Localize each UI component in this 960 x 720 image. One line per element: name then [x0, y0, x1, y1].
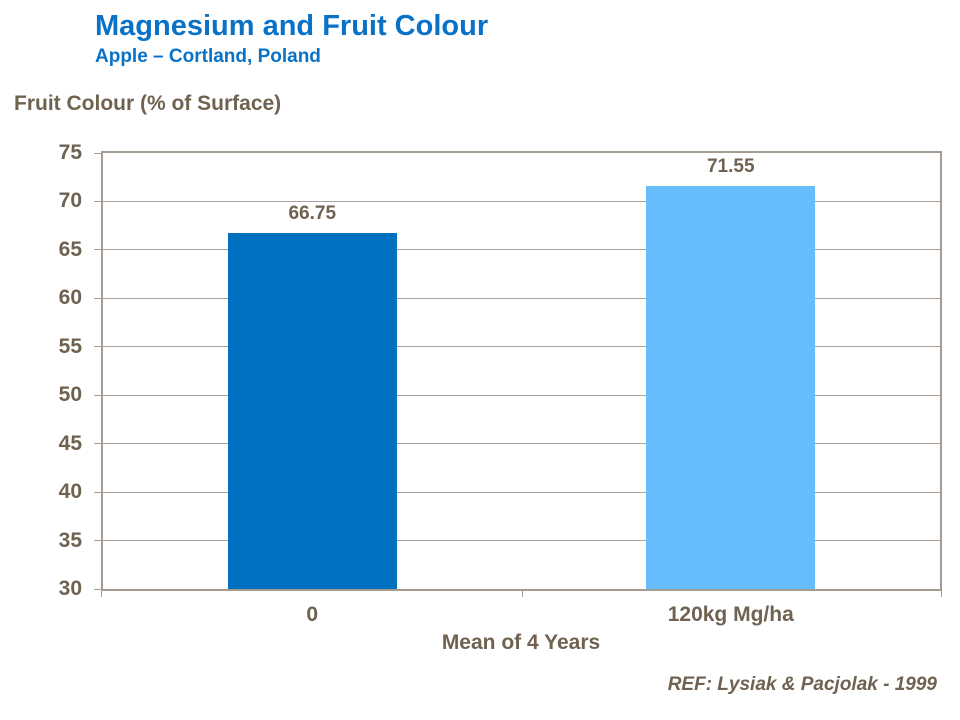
y-tick-label: 50: [58, 383, 82, 407]
y-axis-tick: [94, 588, 101, 590]
y-tick-label: 60: [58, 286, 82, 310]
x-axis-tick: [101, 591, 102, 597]
bar: [227, 232, 397, 589]
y-tick-label: 35: [58, 528, 82, 552]
x-category-label: 0: [306, 603, 319, 626]
y-axis-title: Fruit Colour (% of Surface): [14, 92, 282, 115]
y-axis-tick: [94, 152, 101, 154]
gridline: [103, 200, 940, 202]
y-tick-label: 30: [58, 577, 82, 600]
y-axis-tick: [94, 249, 101, 251]
x-axis-title: Mean of 4 Years: [441, 631, 601, 654]
y-tick-label: 70: [58, 189, 82, 213]
bar: [646, 186, 816, 589]
chart-title: Magnesium and Fruit Colour: [95, 10, 489, 42]
gridline: [103, 346, 940, 348]
gridline: [103, 540, 940, 542]
y-tick-label: 55: [58, 334, 82, 358]
y-axis-tick: [94, 346, 101, 348]
gridline: [103, 491, 940, 493]
y-axis-tick: [94, 540, 101, 542]
bar-value-label: 66.75: [288, 202, 337, 224]
y-tick-label: 75: [58, 141, 82, 164]
gridline: [103, 443, 940, 445]
y-axis-tick: [94, 297, 101, 299]
y-axis-tick: [94, 200, 101, 202]
chart-subtitle: Apple – Cortland, Poland: [95, 46, 321, 67]
gridline: [103, 249, 940, 251]
x-axis-tick: [941, 591, 942, 597]
plot-area: 66.75 71.55: [101, 151, 942, 591]
y-tick-label: 65: [58, 237, 82, 261]
reference-note: REF: Lysiak & Pacjolak - 1999: [667, 674, 937, 695]
gridline: [103, 394, 940, 396]
x-axis-tick: [521, 591, 523, 597]
x-category-label: 120kg Mg/ha: [667, 603, 794, 626]
y-tick-label: 40: [58, 480, 82, 504]
y-axis-tick: [94, 491, 101, 493]
bar-value-label: 71.55: [706, 156, 755, 178]
y-axis-tick: [94, 394, 101, 396]
y-axis-tick: [94, 443, 101, 445]
gridline: [103, 297, 940, 299]
y-tick-label: 45: [58, 431, 82, 455]
